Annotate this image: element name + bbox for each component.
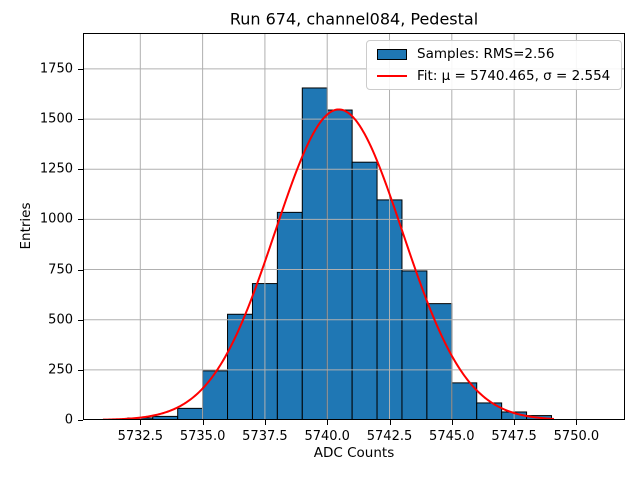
histogram-bar — [401, 270, 428, 420]
y-tick-label: 0 — [64, 412, 73, 428]
y-tick-label: 500 — [48, 312, 73, 328]
x-tick-label: 5742.5 — [366, 429, 413, 444]
histogram-bar — [326, 109, 353, 420]
plot-area — [83, 33, 625, 420]
x-tick-mark — [514, 420, 516, 425]
histogram-bar — [426, 303, 453, 420]
x-tick-label: 5750.0 — [553, 429, 600, 444]
histogram-bar — [476, 402, 503, 420]
y-tick-label: 1000 — [39, 211, 73, 227]
axes-spines — [83, 33, 625, 420]
y-tick-label: 250 — [48, 362, 73, 378]
y-axis-label: Entries — [18, 202, 34, 250]
x-tick-mark — [264, 420, 266, 425]
y-tick-label: 1250 — [39, 161, 73, 177]
samples-swatch-icon — [377, 48, 407, 60]
x-tick-label: 5747.5 — [491, 429, 537, 444]
y-tick-mark — [78, 169, 83, 171]
y-tick-mark — [78, 369, 83, 371]
legend-label-samples: Samples: RMS=2.56 — [417, 46, 555, 62]
y-tick-label: 1500 — [39, 111, 73, 127]
histogram-bar — [177, 407, 204, 420]
histogram-bar — [451, 382, 478, 420]
x-tick-label: 5737.5 — [242, 429, 288, 444]
y-tick-mark — [78, 269, 83, 271]
legend-label-fit: Fit: μ = 5740.465, σ = 2.554 — [417, 68, 611, 84]
histogram-bar — [301, 87, 328, 420]
histogram-bar — [227, 313, 253, 420]
x-tick-mark — [327, 420, 329, 425]
x-tick-mark — [140, 420, 142, 425]
y-tick-label: 750 — [48, 262, 73, 278]
legend-item-samples: Samples: RMS=2.56 — [375, 43, 613, 65]
x-tick-label: 5740.0 — [304, 429, 350, 444]
x-tick-mark — [389, 420, 391, 425]
x-tick-mark — [451, 420, 453, 425]
histogram-plot — [83, 33, 625, 420]
histogram-bar — [351, 161, 378, 420]
x-axis-label: ADC Counts — [313, 445, 395, 461]
x-tick-label: 5735.0 — [179, 429, 226, 444]
y-tick-mark — [78, 319, 83, 321]
histogram-bar — [202, 370, 229, 420]
x-tick-mark — [202, 420, 204, 425]
legend-item-fit: Fit: μ = 5740.465, σ = 2.554 — [375, 65, 613, 87]
x-tick-label: 5745.0 — [429, 429, 475, 444]
y-tick-mark — [78, 68, 83, 70]
histogram-bar — [276, 211, 303, 420]
chart-title: Run 674, channel084, Pedestal — [229, 9, 479, 29]
legend: Samples: RMS=2.56 Fit: μ = 5740.465, σ =… — [366, 40, 622, 90]
y-tick-mark — [78, 219, 83, 221]
x-tick-label: 5732.5 — [117, 429, 164, 444]
fit-curve — [102, 108, 555, 420]
y-tick-mark — [78, 119, 83, 121]
x-tick-mark — [576, 420, 578, 425]
y-tick-mark — [78, 420, 83, 421]
fit-line-swatch-icon — [377, 75, 407, 77]
y-tick-label: 1750 — [39, 61, 73, 77]
